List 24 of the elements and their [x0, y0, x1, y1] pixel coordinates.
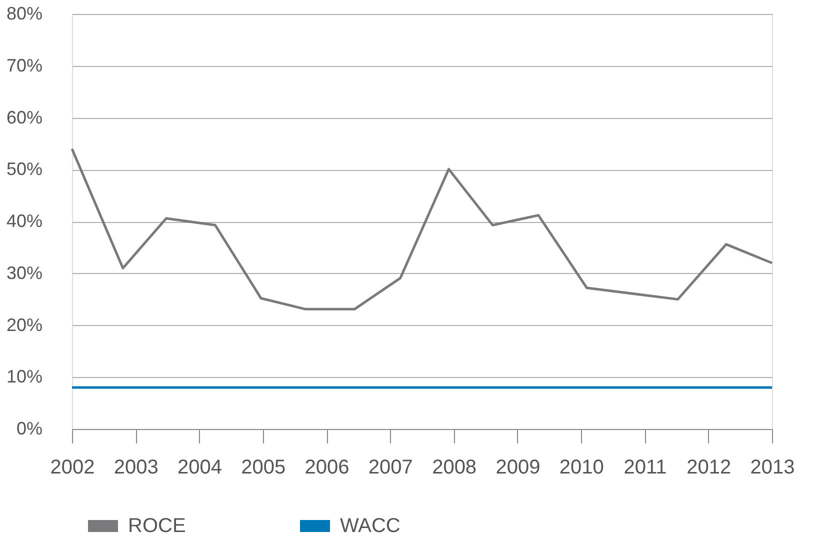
x-tick-label: 2009 [496, 456, 540, 478]
legend-label: ROCE [128, 515, 186, 537]
y-tick-label: 0% [16, 418, 42, 438]
y-tick-label: 70% [6, 55, 42, 76]
x-tick-label: 2006 [304, 456, 350, 478]
y-tick-label: 30% [6, 262, 42, 283]
x-tick-label: 2002 [50, 456, 95, 478]
x-tick-label: 2008 [432, 456, 477, 478]
x-tick-label: 2003 [114, 456, 158, 478]
legend-label: WACC [340, 515, 400, 537]
y-tick-label: 80% [6, 4, 42, 24]
x-tick-label: 2012 [686, 456, 732, 478]
y-tick-label: 10% [6, 366, 42, 387]
x-tick-label: 2011 [624, 456, 667, 478]
line-series [70, 148, 774, 310]
y-tick-label: 50% [6, 159, 42, 180]
y-tick-label: 20% [6, 314, 42, 335]
x-tick-label: 2007 [368, 456, 413, 478]
y-tick-label: 40% [6, 211, 42, 231]
x-tick-label: 2004 [178, 456, 222, 478]
x-tick-label: 2005 [241, 456, 286, 478]
x-tick-label: 2010 [559, 456, 604, 478]
y-tick-label: 60% [6, 107, 42, 128]
x-tick-label: 2013 [750, 456, 795, 478]
